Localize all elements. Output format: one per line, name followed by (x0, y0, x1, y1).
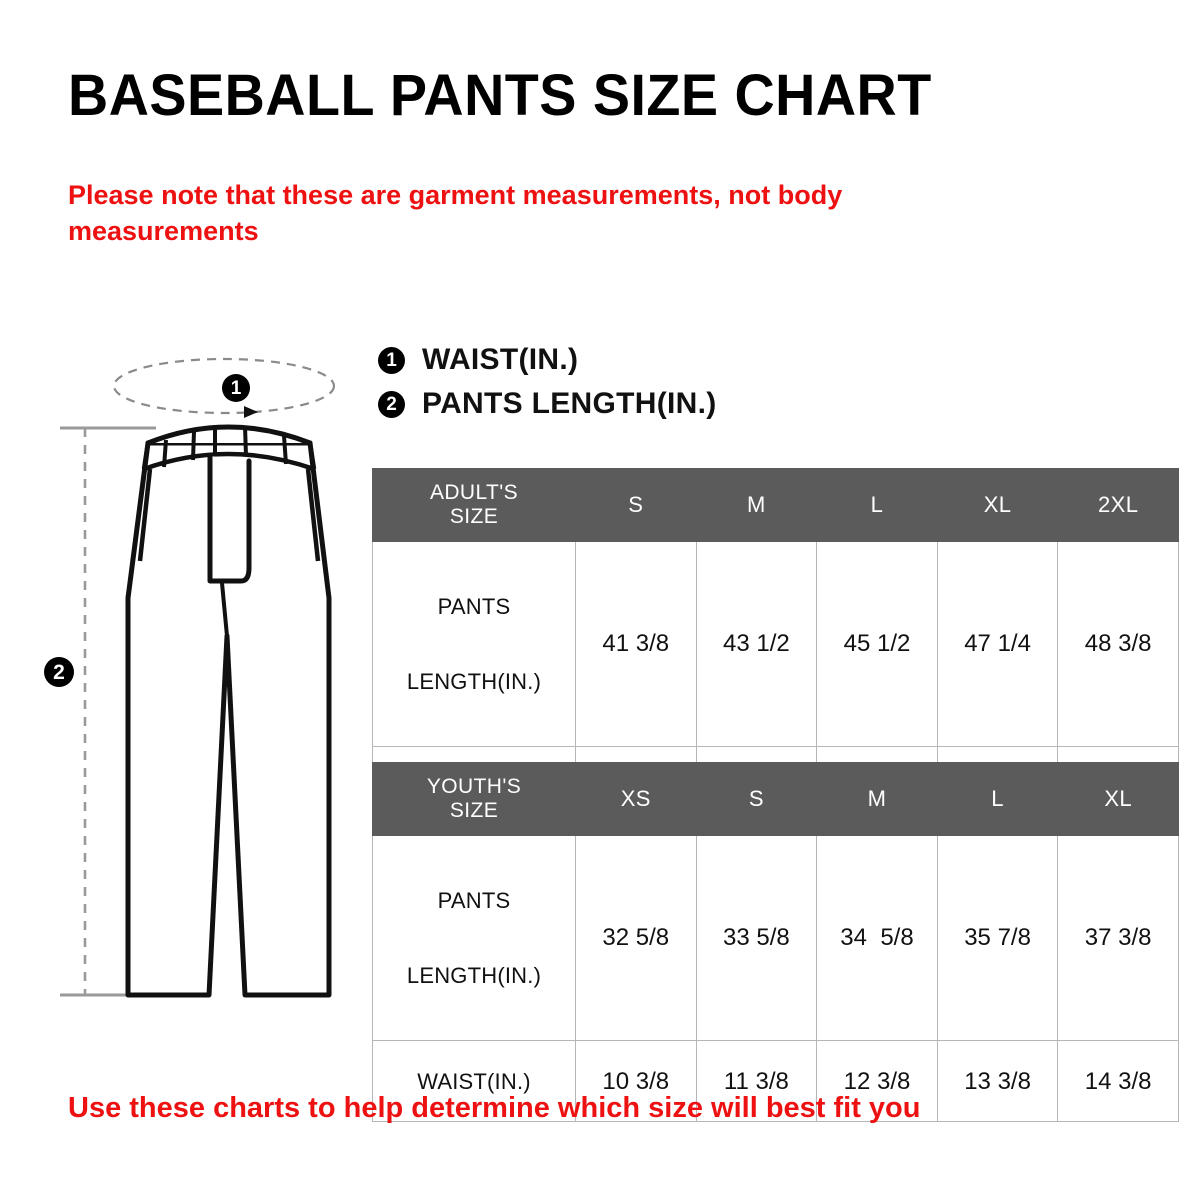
belt-loop-left-2 (191, 430, 196, 461)
legend-item-waist: 1 WAIST(IN.) (378, 338, 717, 382)
legend-item-pants-length: 2 PANTS LENGTH(IN.) (378, 382, 717, 426)
youth-waist-l: 13 3/8 (936, 1040, 1059, 1123)
marker-2-badge: 2 (378, 390, 405, 418)
measurement-legend: 1 WAIST(IN.) 2 PANTS LENGTH(IN.) (378, 338, 717, 426)
adult-pants-length-2xl: 48 3/8 (1057, 540, 1179, 748)
adult-pants-length-s: 41 3/8 (575, 540, 697, 748)
youth-col-l: L (936, 762, 1059, 836)
subtitle-note: Please note that these are garment measu… (68, 180, 843, 246)
page-title: BASEBALL PANTS SIZE CHART (68, 63, 932, 128)
footer-note: Use these charts to help determine which… (68, 1092, 921, 1124)
table-row: WAIST(IN.) 10 3/8 11 3/8 12 3/8 13 3/8 1… (372, 1040, 1179, 1123)
adult-size-header: ADULT'S SIZE (372, 468, 576, 542)
pants-diagram (52, 336, 402, 1021)
adult-pants-length-l: 45 1/2 (816, 540, 938, 748)
pants-outline (125, 440, 332, 998)
pocket-right (305, 468, 321, 562)
pocket-left (137, 468, 153, 562)
belt-loop-left (162, 439, 168, 468)
adult-size-header-line1: ADULT'S (429, 481, 519, 505)
youth-waist-xl: 14 3/8 (1057, 1040, 1179, 1123)
youth-pants-length-m: 34 5/8 (816, 834, 938, 1042)
diagram-marker-length: 2 (44, 657, 74, 687)
table-row: PANTS LENGTH(IN.) 32 5/8 33 5/8 34 5/8 3… (372, 834, 1179, 1042)
youth-pants-length-xs: 32 5/8 (575, 834, 697, 1042)
diagram-marker-waist: 1 (222, 374, 250, 402)
waistband-right-edge (307, 442, 317, 470)
adult-size-header-line2: SIZE (449, 505, 499, 528)
table-header-row: YOUTH'S SIZE XS S M L XL (372, 762, 1179, 836)
marker-1-badge: 1 (378, 346, 405, 374)
adult-pants-length-line2: LENGTH(IN.) (406, 669, 542, 695)
waist-measure-ellipse (112, 357, 336, 415)
table-header-row: ADULT'S SIZE S M L XL 2XL (372, 468, 1179, 542)
youth-pants-length-line2: LENGTH(IN.) (406, 963, 542, 989)
youth-col-xl: XL (1057, 762, 1179, 836)
adult-col-m: M (695, 468, 818, 542)
waist-measure-arrow (244, 406, 258, 418)
youth-waist-xs: 10 3/8 (575, 1040, 697, 1123)
adult-col-s: S (575, 468, 697, 542)
adult-col-xl: XL (936, 468, 1059, 542)
table-row: PANTS LENGTH(IN.) 41 3/8 43 1/2 45 1/2 4… (372, 540, 1179, 748)
adult-col-2xl: 2XL (1057, 468, 1179, 542)
belt-loop-right (282, 435, 288, 465)
adult-pants-length-m: 43 1/2 (695, 540, 818, 748)
pants-svg (60, 357, 336, 998)
youth-pants-length-s: 33 5/8 (695, 834, 818, 1042)
adult-pants-length-xl: 47 1/4 (936, 540, 1059, 748)
youth-size-table: YOUTH'S SIZE XS S M L XL PANTS LENGTH(IN… (372, 762, 1179, 1123)
youth-waist-s: 11 3/8 (695, 1040, 818, 1123)
youth-size-header: YOUTH'S SIZE (372, 762, 576, 836)
youth-size-header-line1: YOUTH'S (426, 775, 522, 799)
center-crease (220, 582, 229, 637)
youth-pants-length-line1: PANTS (437, 887, 511, 913)
youth-col-s: S (695, 762, 818, 836)
youth-waist-m: 12 3/8 (816, 1040, 938, 1123)
youth-row-label-waist: WAIST(IN.) (372, 1040, 576, 1123)
fly-outline (207, 453, 252, 584)
waistband-left-edge (141, 442, 151, 470)
belt-loop-center-right (243, 425, 248, 457)
adult-col-l: L (816, 468, 938, 542)
youth-col-xs: XS (575, 762, 697, 836)
waistband-top (145, 424, 313, 446)
adult-pants-length-line1: PANTS (437, 593, 511, 619)
adult-row-label-pants-length: PANTS LENGTH(IN.) (372, 540, 576, 748)
legend-label-waist: WAIST(IN.) (422, 343, 579, 376)
legend-label-pants-length: PANTS LENGTH(IN.) (422, 387, 717, 420)
youth-row-label-pants-length: PANTS LENGTH(IN.) (372, 834, 576, 1042)
youth-size-header-line2: SIZE (449, 799, 499, 822)
youth-pants-length-l: 35 7/8 (936, 834, 1059, 1042)
youth-pants-length-xl: 37 3/8 (1057, 834, 1179, 1042)
youth-col-m: M (816, 762, 938, 836)
